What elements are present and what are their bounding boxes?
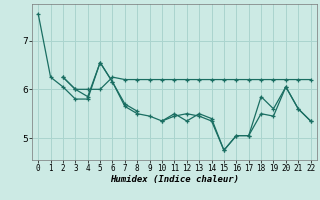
X-axis label: Humidex (Indice chaleur): Humidex (Indice chaleur)	[110, 175, 239, 184]
